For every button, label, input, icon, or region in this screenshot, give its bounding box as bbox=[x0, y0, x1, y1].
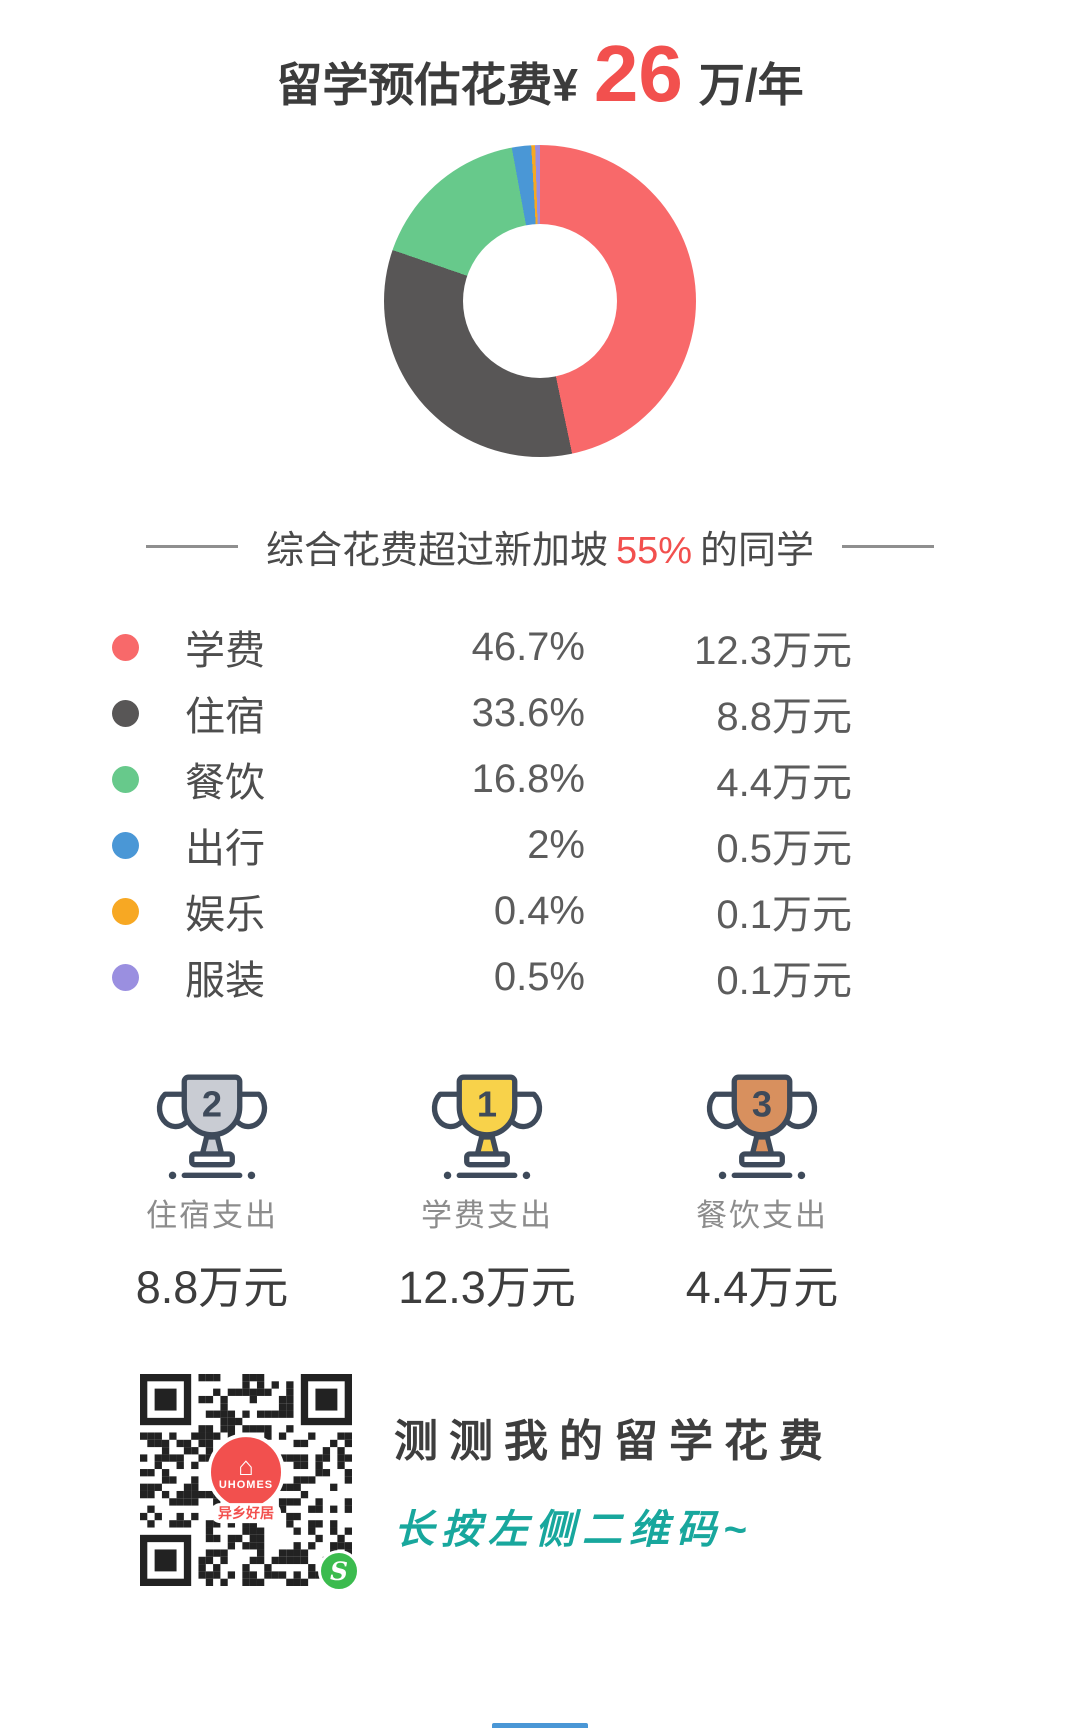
legend-color-dot bbox=[112, 831, 139, 859]
footer-subline: 长按左侧二维码~ bbox=[394, 1508, 754, 1552]
uhomes-logo-circle: ⌂ UHOMES bbox=[207, 1433, 285, 1512]
ranking-label: 住宿支出 bbox=[146, 1198, 278, 1233]
legend-percent: 0.4% bbox=[493, 888, 585, 933]
donut-hole bbox=[463, 224, 617, 378]
legend-color-dot bbox=[112, 897, 139, 925]
legend-row: 娱乐 0.4% 0.1万元 bbox=[112, 878, 852, 944]
legend-amount: 0.1万元 bbox=[716, 959, 852, 1003]
uhomes-logo-text: UHOMES bbox=[218, 1479, 274, 1492]
title-suffix: 万/年 bbox=[698, 59, 804, 111]
legend-label: 娱乐 bbox=[185, 893, 265, 937]
summary-text: 综合花费超过新加坡 55% 的同学 bbox=[262, 519, 818, 574]
footer-text: 测测我的留学花费 长按左侧二维码~ bbox=[394, 1405, 834, 1555]
page-title: 留学预估花费¥ 26 万/年 bbox=[0, 34, 1080, 115]
legend-color-dot bbox=[112, 633, 139, 661]
svg-text:2: 2 bbox=[202, 1084, 222, 1125]
divider-right bbox=[842, 545, 935, 548]
legend-percent: 16.8% bbox=[471, 756, 585, 801]
legend-percent: 46.7% bbox=[471, 624, 585, 669]
summary-line: 综合花费超过新加坡 55% 的同学 bbox=[0, 519, 1080, 574]
legend-label: 学费 bbox=[185, 629, 265, 673]
footer: ⌂ UHOMES 异乡好居 S 测测我的留学花费 长按左侧二维码~ bbox=[140, 1374, 1080, 1592]
legend-percent: 33.6% bbox=[471, 690, 585, 735]
ranking-gold: 1 学费支出 12.3万元 bbox=[367, 1062, 607, 1316]
trophy-icon: 1 bbox=[431, 1074, 543, 1180]
uhomes-logo: ⌂ UHOMES 异乡好居 bbox=[207, 1433, 285, 1524]
scan-badge-icon: S bbox=[318, 1550, 360, 1592]
ranking-amount: 12.3万元 bbox=[398, 1262, 576, 1313]
trophy-gold: 1 bbox=[367, 1062, 607, 1182]
legend-label: 服装 bbox=[185, 959, 265, 1003]
legend-label: 餐饮 bbox=[185, 761, 265, 805]
svg-text:3: 3 bbox=[752, 1084, 772, 1125]
house-icon: ⌂ bbox=[238, 1451, 254, 1482]
legend-row: 出行 2% 0.5万元 bbox=[112, 812, 852, 878]
ranking-amount: 8.8万元 bbox=[135, 1262, 289, 1313]
expense-rankings: 2 住宿支出 8.8万元 1 学费支出 12.3万元 3 餐饮支出 4.4万元 bbox=[92, 1062, 882, 1316]
summary-highlight: 55% bbox=[615, 530, 693, 572]
trophy-bronze: 3 bbox=[642, 1062, 882, 1182]
summary-before: 综合花费超过新加坡 bbox=[265, 530, 608, 572]
ranking-bronze: 3 餐饮支出 4.4万元 bbox=[642, 1062, 882, 1316]
legend-row: 学费 46.7% 12.3万元 bbox=[112, 614, 852, 680]
trophy-icon: 3 bbox=[706, 1074, 818, 1180]
qr-pattern bbox=[140, 1374, 352, 1586]
footer-headline: 测测我的留学花费 bbox=[394, 1417, 834, 1466]
legend-row: 餐饮 16.8% 4.4万元 bbox=[112, 746, 852, 812]
legend-color-dot bbox=[112, 699, 139, 727]
legend-label: 住宿 bbox=[185, 695, 265, 739]
next-section-cutoff bbox=[492, 1723, 588, 1728]
legend-amount: 4.4万元 bbox=[716, 761, 852, 805]
legend-color-dot bbox=[112, 765, 139, 793]
title-amount: 26 bbox=[593, 29, 683, 118]
svg-text:1: 1 bbox=[477, 1084, 497, 1125]
ranking-label: 学费支出 bbox=[421, 1198, 553, 1233]
title-prefix: 留学预估花费¥ bbox=[276, 59, 578, 111]
legend-row: 住宿 33.6% 8.8万元 bbox=[112, 680, 852, 746]
donut-chart bbox=[384, 145, 696, 457]
legend-amount: 8.8万元 bbox=[716, 695, 852, 739]
legend-table: 学费 46.7% 12.3万元住宿 33.6% 8.8万元餐饮 16.8% 4.4万元出行 2… bbox=[112, 614, 852, 1010]
legend-percent: 0.5% bbox=[493, 954, 585, 999]
ranking-silver: 2 住宿支出 8.8万元 bbox=[92, 1062, 332, 1316]
legend-row: 服装 0.5% 0.1万元 bbox=[112, 944, 852, 1010]
divider-left bbox=[145, 545, 238, 548]
legend-label: 出行 bbox=[185, 827, 265, 871]
legend-amount: 12.3万元 bbox=[694, 629, 852, 673]
legend-amount: 0.1万元 bbox=[716, 893, 852, 937]
legend-percent: 2% bbox=[527, 822, 585, 867]
uhomes-logo-cn: 异乡好居 bbox=[211, 1503, 281, 1524]
legend-amount: 0.5万元 bbox=[716, 827, 852, 871]
trophy-icon: 2 bbox=[156, 1074, 268, 1180]
trophy-silver: 2 bbox=[92, 1062, 332, 1182]
ranking-amount: 4.4万元 bbox=[685, 1262, 839, 1313]
qr-code: ⌂ UHOMES 异乡好居 S bbox=[140, 1374, 360, 1592]
summary-after: 的同学 bbox=[700, 530, 815, 572]
ranking-label: 餐饮支出 bbox=[696, 1198, 828, 1233]
legend-color-dot bbox=[112, 963, 139, 991]
